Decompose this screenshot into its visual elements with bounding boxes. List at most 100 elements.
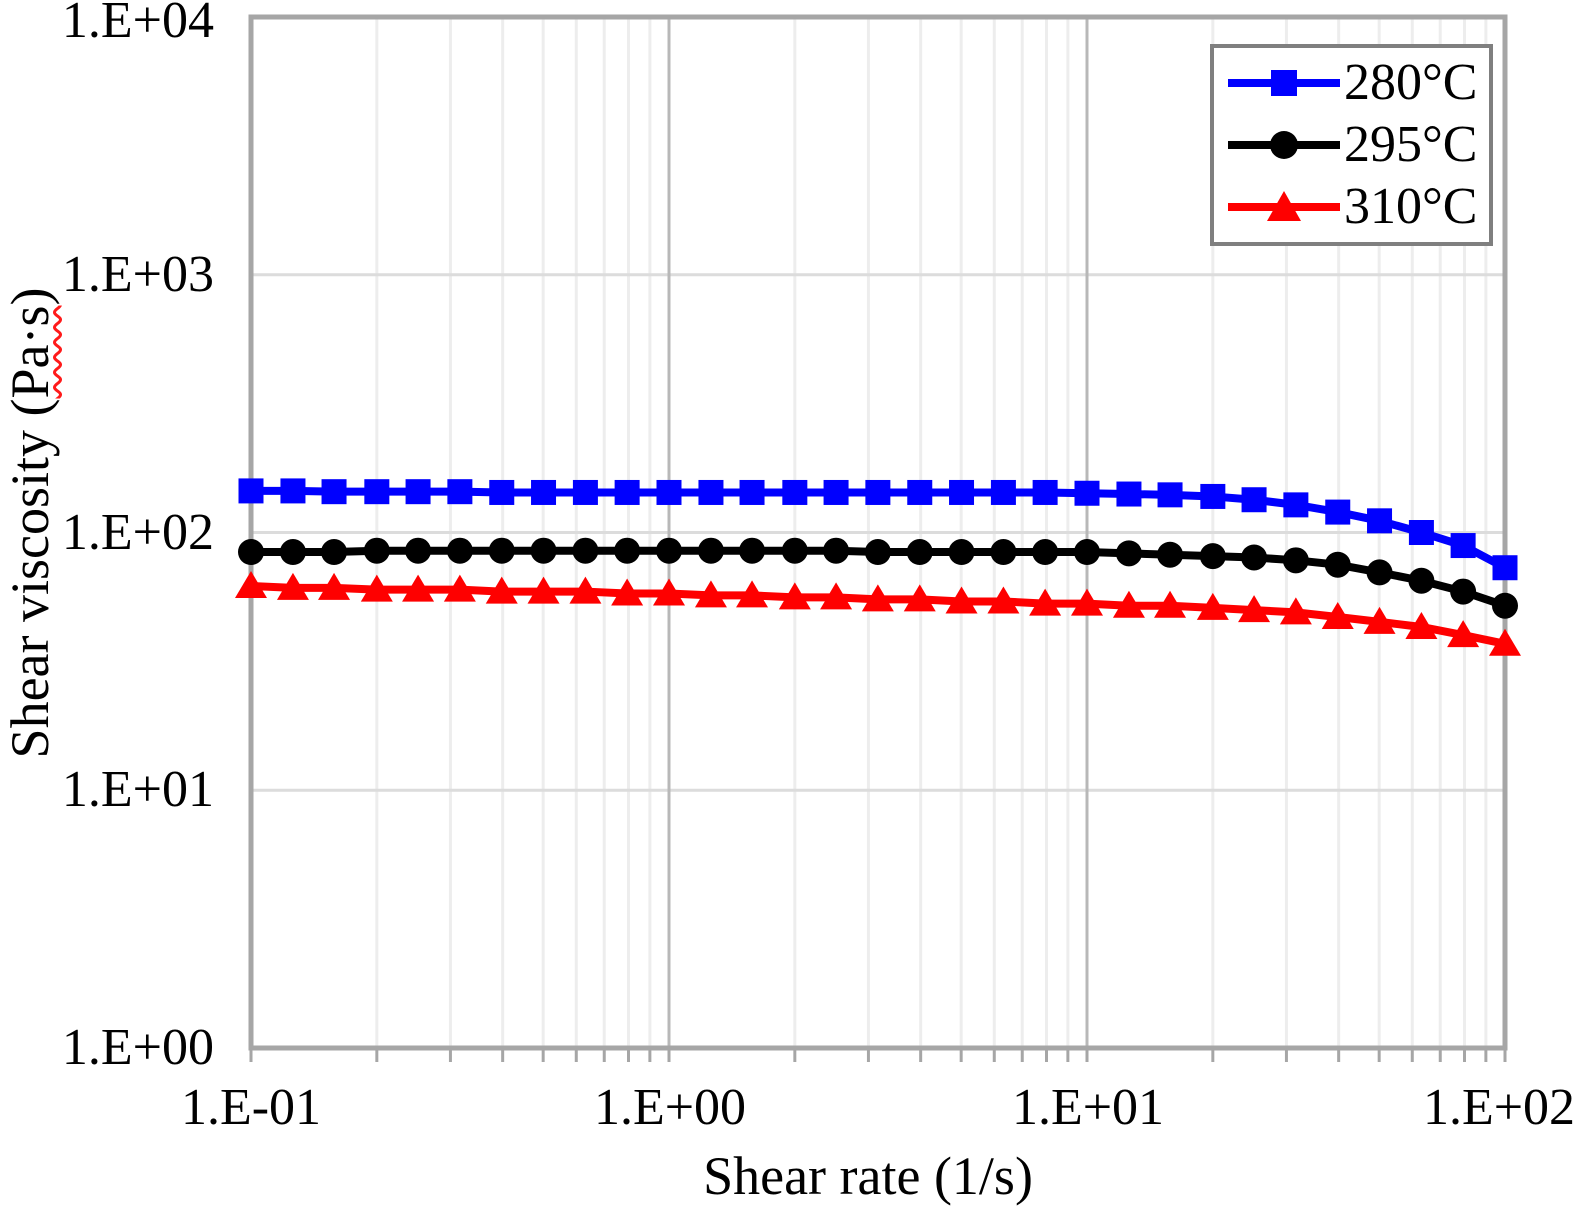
triangle-marker-icon (694, 580, 727, 608)
circle-marker-icon (572, 537, 599, 564)
triangle-marker-icon (778, 582, 811, 610)
triangle-marker-icon (443, 574, 476, 602)
triangle-marker-icon (1363, 606, 1396, 634)
circle-marker-icon (1366, 559, 1393, 586)
square-marker-icon (1074, 480, 1100, 506)
circle-marker-icon (1408, 567, 1435, 594)
circle-marker-icon (948, 539, 975, 566)
circle-marker-icon (363, 537, 390, 564)
x-tick-label-1e02: 1.E+02 (1422, 1079, 1575, 1136)
y-axis-title-suffix: ) (0, 287, 60, 306)
square-marker-icon (238, 478, 264, 504)
triangle-marker-icon (318, 572, 351, 600)
legend-label-310c: 310°C (1344, 178, 1478, 235)
legend-label-295c: 295°C (1344, 116, 1478, 173)
triangle-marker-icon (527, 576, 560, 604)
square-marker-icon (907, 479, 933, 505)
circle-marker-icon (405, 537, 432, 564)
triangle-marker-icon (1279, 597, 1312, 625)
triangle-marker-icon (1321, 602, 1354, 630)
circle-marker-icon (614, 537, 641, 564)
triangle-marker-icon (360, 574, 393, 602)
circle-marker-icon (1074, 539, 1100, 566)
circle-marker-icon (1241, 544, 1268, 571)
square-marker-icon (823, 479, 849, 505)
triangle-marker-icon (611, 578, 644, 606)
circle-marker-icon (446, 537, 473, 564)
y-axis-title-prefix: Shear viscosity ( (0, 398, 60, 759)
triangle-marker-icon (736, 580, 769, 608)
legend-row-295c: 295°C (1226, 115, 1489, 175)
circle-marker-icon (656, 537, 682, 564)
square-marker-icon (489, 479, 515, 505)
square-marker-icon (1116, 481, 1142, 507)
triangle-marker-icon (945, 586, 978, 614)
triangle-marker-icon (1196, 592, 1229, 620)
x-tick-label-1e01: 1.E+01 (1011, 1079, 1165, 1136)
triangle-marker-icon (820, 582, 853, 610)
x-tick-label-1e-01: 1.E-01 (180, 1079, 322, 1136)
circle-marker-icon (864, 539, 891, 566)
circle-marker-icon (1032, 539, 1059, 566)
y-axis-title: Shear viscosity (Pa·s) (0, 288, 60, 759)
series-1 (238, 537, 1518, 619)
square-marker-icon (614, 479, 640, 505)
triangle-marker-icon (1489, 628, 1521, 656)
legend: 280°C 295°C 310°C (1210, 44, 1493, 246)
square-marker-icon (1492, 555, 1518, 581)
circle-marker-icon (1157, 541, 1184, 568)
y-tick-label-1e00: 1.E+00 (61, 1019, 214, 1076)
legend-label-280c: 280°C (1344, 54, 1478, 111)
circle-marker-icon (530, 537, 557, 564)
triangle-marker-icon (1154, 590, 1187, 618)
square-marker-icon (1032, 479, 1058, 505)
triangle-marker-icon (569, 576, 602, 604)
square-marker-icon (865, 479, 891, 505)
series-2 (235, 571, 1521, 656)
square-marker-icon (782, 479, 808, 505)
circle-marker-icon (1199, 543, 1226, 570)
circle-marker-icon (1228, 131, 1340, 159)
triangle-marker-icon (1228, 191, 1340, 221)
triangle-marker-icon (1029, 588, 1062, 616)
triangle-marker-icon (653, 578, 685, 606)
square-marker-icon (1157, 482, 1183, 508)
legend-row-280c: 280°C (1226, 53, 1489, 113)
square-marker-icon (1367, 508, 1393, 534)
y-tick-label-1e03: 1.E+03 (61, 246, 214, 303)
triangle-marker-icon (485, 576, 518, 604)
square-marker-icon (280, 478, 306, 504)
square-marker-icon (990, 479, 1016, 505)
legend-row-310c: 310°C (1226, 177, 1489, 237)
series-0 (238, 478, 1518, 581)
triangle-marker-icon (1405, 611, 1438, 639)
triangle-marker-icon (903, 584, 936, 612)
x-axis-title: Shear rate (1/s) (703, 1146, 1033, 1206)
square-marker-icon (1200, 483, 1226, 509)
square-marker-icon (1325, 499, 1351, 525)
square-marker-icon (1241, 487, 1267, 513)
circle-marker-icon (739, 537, 766, 564)
triangle-marker-icon (1238, 595, 1271, 623)
circle-marker-icon (1492, 592, 1518, 619)
square-marker-icon (1450, 533, 1476, 559)
circle-marker-icon (697, 537, 724, 564)
triangle-marker-icon (987, 586, 1020, 614)
triangle-marker-icon (1447, 620, 1480, 648)
y-tick-label-1e02: 1.E+02 (61, 504, 214, 561)
circle-marker-icon (238, 539, 264, 566)
square-marker-icon (949, 479, 975, 505)
y-tick-label-1e04: 1.E+04 (61, 0, 214, 49)
square-marker-icon (572, 479, 598, 505)
square-marker-icon (739, 479, 765, 505)
circle-marker-icon (906, 539, 933, 566)
y-axis-title-unit: Pa·s (0, 305, 60, 399)
square-marker-icon (1228, 70, 1340, 96)
square-marker-icon (1283, 492, 1309, 518)
square-marker-icon (656, 479, 682, 505)
square-marker-icon (405, 479, 431, 505)
square-marker-icon (321, 479, 347, 505)
x-tick-label-1e00: 1.E+00 (593, 1079, 747, 1136)
